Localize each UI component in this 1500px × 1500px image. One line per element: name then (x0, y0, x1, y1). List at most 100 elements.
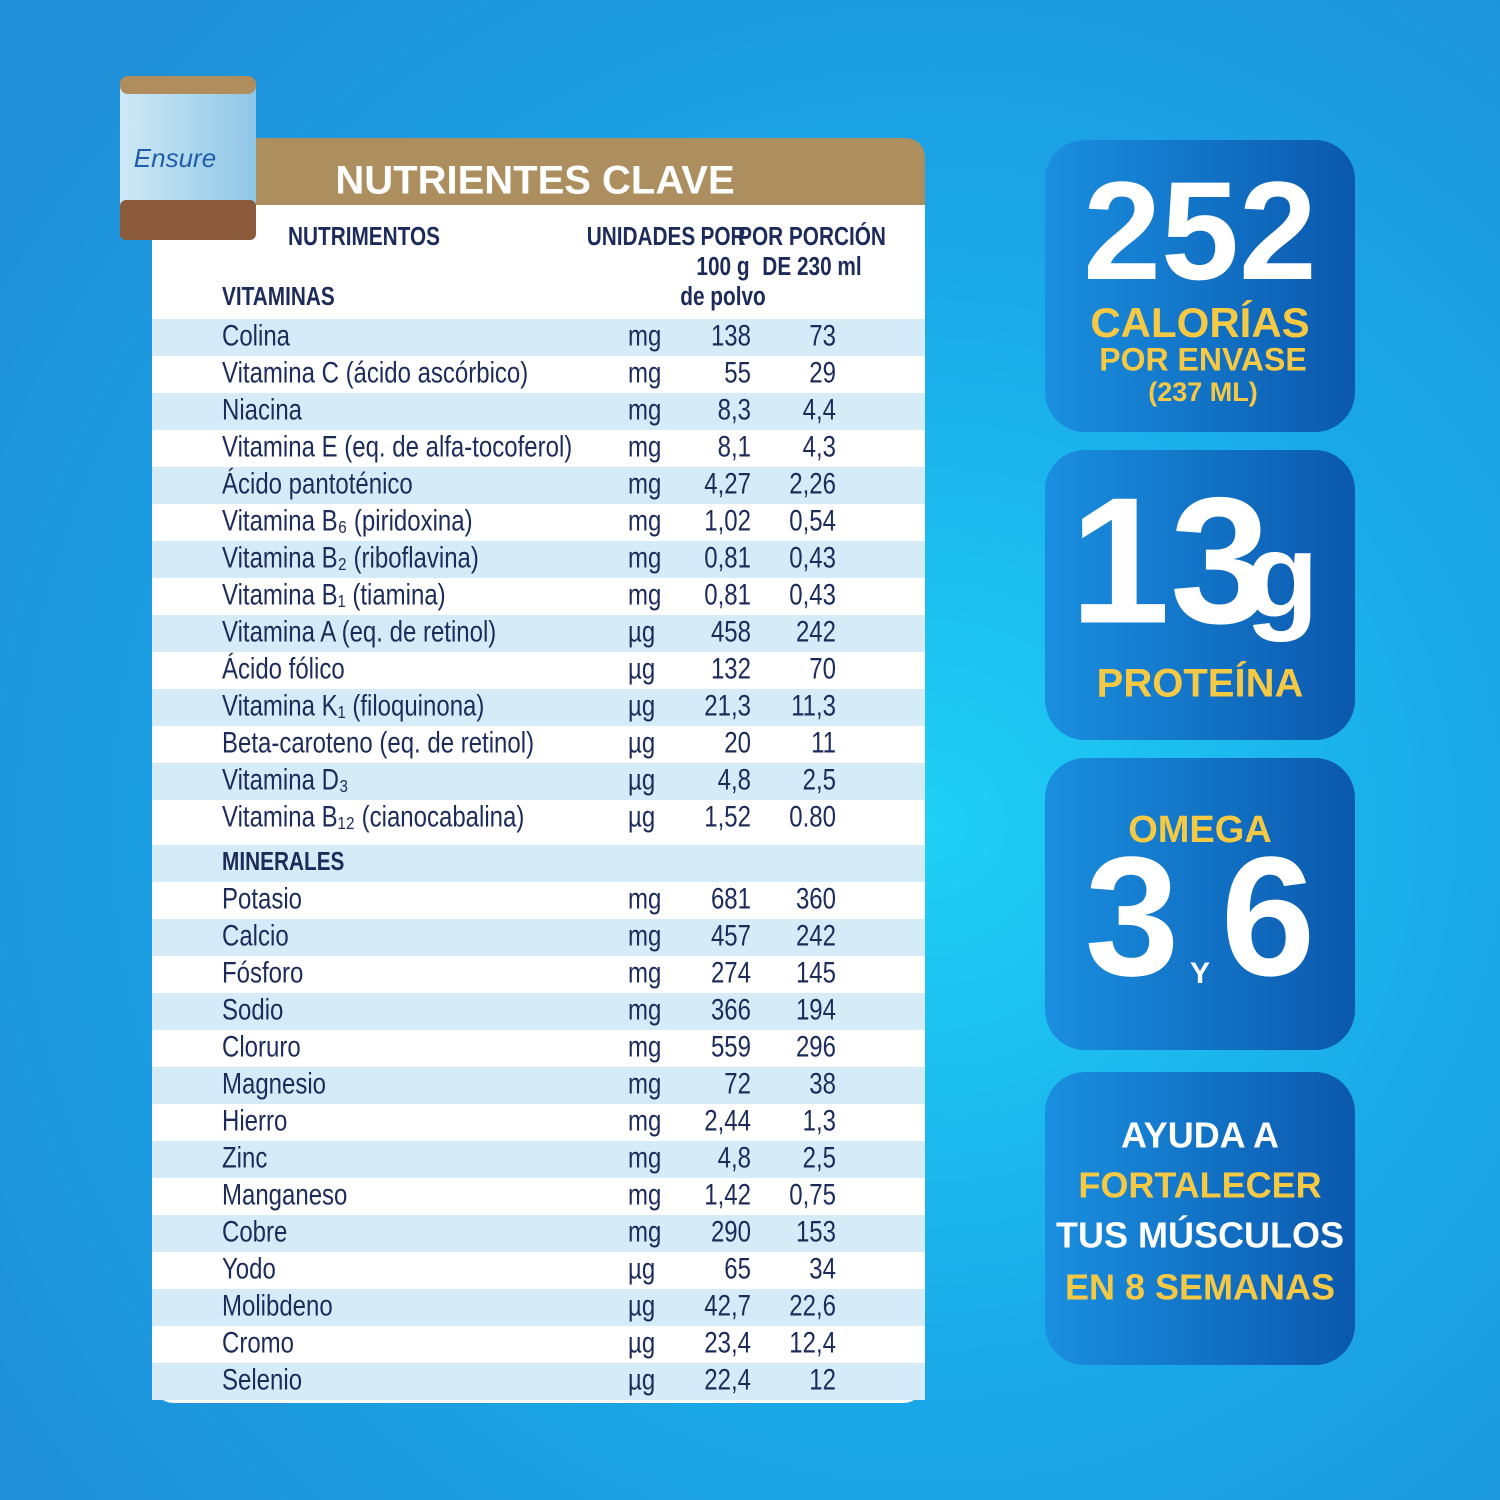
nutrient-name: Cromo (222, 1325, 294, 1359)
row-stripe (152, 1215, 925, 1252)
nutrient-unit: mg (628, 918, 661, 952)
value-per-100g: 1,52 (704, 799, 751, 833)
nutrient-unit: mg (628, 577, 661, 611)
section-title: MINERALES (222, 847, 344, 876)
value-per-100g: 2,44 (704, 1103, 751, 1137)
value-per-100g: 20 (724, 725, 751, 759)
table-header-band (152, 138, 925, 205)
value-per-portion: 2,5 (803, 762, 836, 796)
value-per-100g: 4,27 (704, 466, 751, 500)
can-body (120, 76, 256, 240)
value-per-portion: 4,3 (803, 429, 836, 463)
column-header: 100 g (696, 252, 749, 281)
nutrient-unit: µg (628, 725, 655, 759)
nutrient-name: Ácido fólico (222, 651, 345, 685)
nutrient-name: Vitamina K₁ (filoquinona) (222, 688, 484, 722)
panel (1045, 758, 1355, 1050)
value-per-100g: 65 (724, 1251, 751, 1285)
nutrient-unit: mg (628, 1103, 661, 1137)
protein-label: PROTEÍNA (1097, 661, 1304, 706)
value-per-portion: 153 (796, 1214, 836, 1248)
value-per-100g: 458 (711, 614, 751, 648)
value-per-portion: 145 (796, 955, 836, 989)
value-per-portion: 194 (796, 992, 836, 1026)
table-title: NUTRIENTES CLAVE (335, 159, 734, 203)
nutrient-name: Hierro (222, 1103, 287, 1137)
value-per-100g: 559 (711, 1029, 751, 1063)
value-per-portion: 12 (809, 1362, 836, 1396)
value-per-100g: 21,3 (704, 688, 751, 722)
value-per-100g: 22,4 (704, 1362, 751, 1396)
value-per-100g: 55 (724, 355, 751, 389)
muscle-line: TUS MÚSCULOS (1056, 1214, 1344, 1256)
nutrient-name: Beta-caroteno (eq. de retinol) (222, 725, 534, 759)
nutrient-name: Magnesio (222, 1066, 326, 1100)
value-per-100g: 4,8 (718, 1140, 751, 1174)
nutrient-unit: mg (628, 429, 661, 463)
nutrient-name: Vitamina B₁ (tiamina) (222, 577, 446, 611)
value-per-portion: 38 (809, 1066, 836, 1100)
nutrient-name: Niacina (222, 392, 303, 426)
calories-line: (237 ML) (1148, 377, 1258, 407)
value-per-100g: 274 (711, 955, 751, 989)
row-stripe (152, 319, 925, 356)
value-per-portion: 296 (796, 1029, 836, 1063)
value-per-100g: 0,81 (704, 540, 751, 574)
protein-number: 13 (1070, 461, 1270, 662)
value-per-portion: 0,54 (789, 503, 836, 537)
omega-label: OMEGA (1128, 809, 1272, 851)
protein-unit: g (1245, 509, 1318, 643)
nutrient-name: Sodio (222, 992, 283, 1026)
nutrient-unit: mg (628, 881, 661, 915)
nutrient-unit: µg (628, 1362, 655, 1396)
row-stripe (152, 1363, 925, 1400)
value-per-portion: 70 (809, 651, 836, 685)
row-stripe (152, 919, 925, 956)
nutrient-name: Ácido pantoténico (222, 466, 413, 500)
row-stripe (152, 993, 925, 1030)
nutrient-name: Calcio (222, 918, 289, 952)
nutrient-unit: mg (628, 992, 661, 1026)
nutrient-unit: µg (628, 688, 655, 722)
nutrient-name: Molibdeno (222, 1288, 333, 1322)
panel (1045, 1072, 1355, 1365)
value-per-100g: 8,1 (718, 429, 751, 463)
value-per-portion: 4,4 (803, 392, 836, 426)
row-stripe (152, 1289, 925, 1326)
value-per-100g: 4,8 (718, 762, 751, 796)
nutrient-name: Yodo (222, 1251, 276, 1285)
value-per-portion: 73 (809, 318, 836, 352)
value-per-100g: 1,02 (704, 503, 751, 537)
panel (1045, 450, 1355, 740)
nutrient-name: Vitamina B₂ (riboflavina) (222, 540, 479, 574)
value-per-portion: 0,43 (789, 540, 836, 574)
nutrient-unit: µg (628, 1325, 655, 1359)
value-per-portion: 2,5 (803, 1140, 836, 1174)
brand-label: Ensure (134, 143, 216, 173)
value-per-100g: 457 (711, 918, 751, 952)
value-per-portion: 22,6 (789, 1288, 836, 1322)
nutrient-unit: µg (628, 799, 655, 833)
can-lid (120, 76, 256, 94)
row-stripe (152, 541, 925, 578)
nutrient-name: Manganeso (222, 1177, 347, 1211)
value-per-portion: 29 (809, 355, 836, 389)
omega-joiner: Y (1190, 957, 1210, 990)
nutrient-unit: µg (628, 1288, 655, 1322)
nutrient-unit: mg (628, 318, 661, 352)
nutrient-name: Vitamina E (eq. de alfa-tocoferol) (222, 429, 572, 463)
nutrient-unit: µg (628, 651, 655, 685)
omega-number: 6 (1221, 822, 1316, 1012)
nutrient-name: Vitamina D₃ (222, 762, 349, 796)
nutrient-unit: mg (628, 1140, 661, 1174)
value-per-portion: 12,4 (789, 1325, 836, 1359)
nutrient-name: Zinc (222, 1140, 267, 1174)
nutrient-unit: mg (628, 355, 661, 389)
column-header: NUTRIMENTOS (288, 222, 440, 251)
nutrient-name: Selenio (222, 1362, 302, 1396)
value-per-portion: 2,26 (789, 466, 836, 500)
value-per-portion: 0.80 (789, 799, 836, 833)
muscle-line: FORTALECER (1078, 1165, 1321, 1206)
